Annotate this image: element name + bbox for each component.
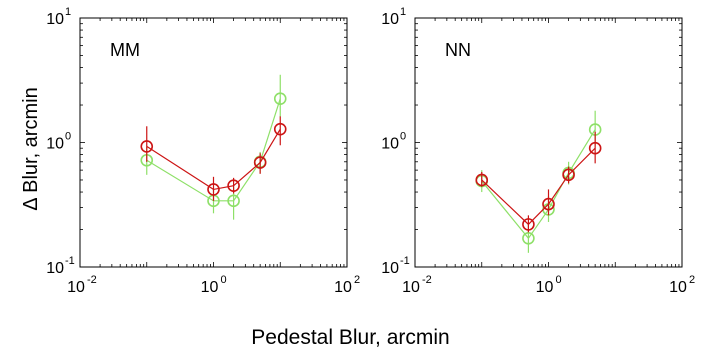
series-red <box>475 131 602 233</box>
data-point <box>273 92 287 105</box>
y-axis-label-text: Δ Blur, arcmin <box>20 87 42 210</box>
series-line <box>146 98 281 202</box>
y-tick-label: 10 <box>381 11 399 28</box>
y-tick-label: 10 <box>46 11 64 28</box>
data-point <box>542 197 555 211</box>
y-tick-exponent: -1 <box>400 255 410 267</box>
y-tick-label: 10 <box>381 136 399 153</box>
data-point <box>562 168 575 182</box>
x-tick-label: 10 <box>67 279 85 296</box>
x-tick-exponent: -2 <box>422 274 432 286</box>
y-tick-label: 10 <box>46 260 64 277</box>
x-tick-label: 10 <box>201 279 219 296</box>
x-axis-label: Pedestal Blur, arcmin <box>251 326 450 349</box>
y-tick-label: 10 <box>46 136 64 153</box>
series-line <box>481 129 596 240</box>
x-tick-exponent: 0 <box>556 274 562 286</box>
data-point <box>273 122 287 136</box>
x-tick-exponent: -2 <box>87 274 97 286</box>
y-tick-exponent: -1 <box>65 255 75 267</box>
x-tick-exponent: 0 <box>221 274 227 286</box>
data-point <box>227 194 240 208</box>
y-tick-exponent: 1 <box>400 6 406 18</box>
panel-mm: 10 -2 10 0 10 210 -110 010 1MM <box>46 6 360 296</box>
x-tick-exponent: 2 <box>689 274 695 286</box>
y-tick-exponent: 0 <box>400 131 406 143</box>
data-point <box>227 179 240 192</box>
y-axis-label: Δ Blur, arcmin <box>20 87 42 210</box>
series-red <box>140 116 287 201</box>
data-point <box>588 141 602 155</box>
y-tick-label: 10 <box>381 260 399 277</box>
series-line <box>146 128 281 191</box>
data-point <box>140 140 154 153</box>
data-point <box>522 232 535 245</box>
panel-nn: 10 -2 10 0 10 210 -110 010 1NN <box>381 6 695 296</box>
x-tick-exponent: 2 <box>354 274 360 286</box>
x-tick-label: 10 <box>402 279 420 296</box>
x-tick-label: 10 <box>536 279 554 296</box>
y-tick-exponent: 0 <box>65 131 71 143</box>
panel-label: NN <box>445 40 471 60</box>
data-point <box>207 183 220 196</box>
x-tick-label: 10 <box>334 279 352 296</box>
panel-label: MM <box>110 40 140 60</box>
series-line <box>481 147 596 226</box>
y-tick-exponent: 1 <box>65 6 71 18</box>
data-point <box>475 173 489 187</box>
data-point <box>253 156 267 169</box>
data-point <box>522 218 535 231</box>
x-tick-label: 10 <box>669 279 687 296</box>
series-green <box>475 110 602 253</box>
